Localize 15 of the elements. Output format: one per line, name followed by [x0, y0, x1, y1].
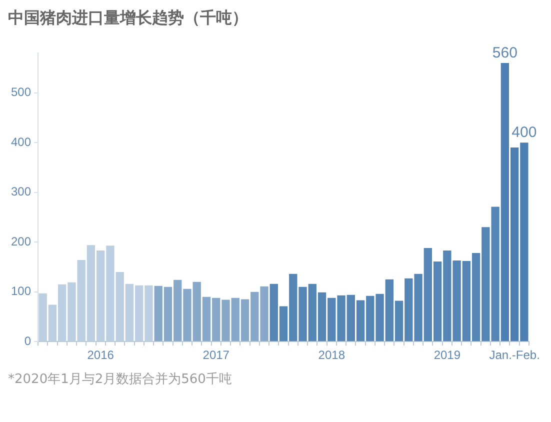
- data-label: 560: [492, 44, 518, 62]
- y-tick-label: 500: [10, 85, 32, 100]
- chart-title: 中国猪肉进口量增长趋势（千吨）: [8, 8, 249, 29]
- x-tick-label: Jan.-Feb.: [489, 348, 540, 362]
- x-tick-label: 2017: [202, 348, 230, 362]
- y-tick-label: 300: [10, 184, 32, 199]
- y-tick-label: 100: [10, 284, 32, 298]
- x-tick-label: 2018: [318, 348, 346, 362]
- y-tick-label: 0: [24, 334, 32, 348]
- text: *2020年1月与2月数据合并为560千吨: [8, 371, 233, 388]
- x-tick-label: 2019: [434, 348, 461, 362]
- y-tick-label: 200: [10, 234, 32, 248]
- data-label: 400: [512, 124, 537, 142]
- y-tick-label: 400: [10, 134, 32, 149]
- x-tick-label: 2016: [87, 348, 114, 362]
